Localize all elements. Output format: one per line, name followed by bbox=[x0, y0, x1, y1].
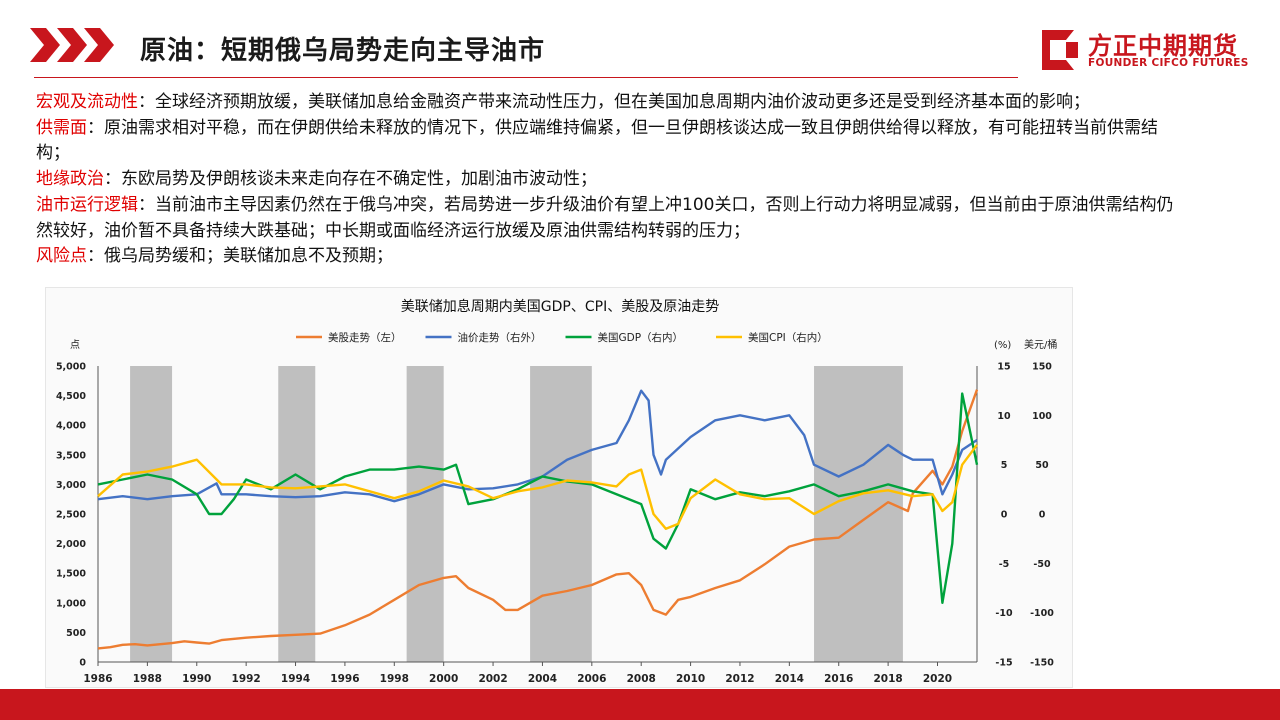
shaded-period-2 bbox=[406, 366, 444, 662]
company-logo: 方正中期期货 FOUNDER CIFCO FUTURES bbox=[1036, 26, 1260, 74]
x-tick-label: 1988 bbox=[133, 673, 162, 685]
series-line-3 bbox=[97, 444, 978, 530]
shaded-period-0 bbox=[130, 366, 173, 662]
paragraph-logic: 油市运行逻辑：当前油市主导因素仍然在于俄乌冲突，若局势进一步升级油价有望上冲10… bbox=[36, 193, 1176, 244]
body-text: 宏观及流动性：全球经济预期放缓，美联储加息给金融资产带来流动性压力，但在美国加息… bbox=[36, 90, 1176, 270]
keyword-macro: 宏观及流动性 bbox=[36, 92, 138, 112]
y-left-tick-label: 2,500 bbox=[56, 510, 86, 521]
x-tick-label: 2006 bbox=[577, 673, 606, 685]
y-right-inner-tick-label: -15 bbox=[995, 658, 1012, 669]
y-right-outer-tick-label: -150 bbox=[1030, 658, 1054, 669]
x-tick-label: 2014 bbox=[775, 673, 804, 685]
keyword-risk: 风险点 bbox=[36, 246, 87, 267]
paragraph-risk: 风险点：俄乌局势缓和；美联储加息不及预期； bbox=[36, 244, 1176, 270]
page-title: 原油：短期俄乌局势走向主导油市 bbox=[140, 36, 546, 66]
y-right-inner-tick-label: 10 bbox=[997, 411, 1011, 422]
keyword-geopolitics: 地缘政治 bbox=[36, 169, 104, 190]
y-left-tick-label: 500 bbox=[66, 628, 86, 639]
y-left-tick-label: 3,000 bbox=[56, 480, 86, 491]
y-right-outer-tick-label: -50 bbox=[1033, 559, 1051, 570]
header-rule bbox=[34, 77, 1018, 78]
text-geopolitics: ：东欧局势及伊朗核谈未来走向存在不确定性，加剧油市波动性； bbox=[104, 169, 597, 190]
paragraph-macro: 宏观及流动性：全球经济预期放缓，美联储加息给金融资产带来流动性压力，但在美国加息… bbox=[36, 90, 1176, 116]
text-logic: ：当前油市主导因素仍然在于俄乌冲突，若局势进一步升级油价有望上冲100关口，否则… bbox=[36, 194, 1174, 241]
y-left-tick-label: 4,500 bbox=[56, 391, 86, 402]
y-right-outer-tick-label: 100 bbox=[1032, 411, 1052, 422]
y-left-tick-label: 1,000 bbox=[56, 598, 86, 609]
text-risk: ：俄乌局势缓和；美联储加息不及预期； bbox=[87, 246, 393, 267]
x-tick-label: 2004 bbox=[528, 673, 557, 685]
y-right-inner-tick-label: -5 bbox=[999, 559, 1010, 570]
x-tick-label: 2002 bbox=[478, 673, 507, 685]
shaded-period-1 bbox=[278, 366, 316, 662]
right-outer-axis-unit: 美元/桶 bbox=[1024, 338, 1057, 351]
keyword-supply-demand: 供需面 bbox=[36, 117, 87, 138]
x-tick-label: 2018 bbox=[873, 673, 902, 685]
shaded-period-3 bbox=[530, 366, 592, 662]
series-line-2 bbox=[97, 392, 979, 604]
series-line-0 bbox=[97, 389, 979, 650]
x-tick-label: 2012 bbox=[725, 673, 754, 685]
legend-label-3: 美国CPI（右内） bbox=[748, 331, 828, 344]
legend-label-0: 美股走势（左） bbox=[328, 331, 402, 344]
x-tick-label: 1986 bbox=[83, 673, 112, 685]
x-tick-label: 2010 bbox=[676, 673, 705, 685]
x-tick-label: 2020 bbox=[923, 673, 952, 685]
y-right-outer-tick-label: 50 bbox=[1035, 460, 1049, 471]
logo-en: FOUNDER CIFCO FUTURES bbox=[1088, 57, 1249, 69]
y-right-outer-tick-label: 0 bbox=[1039, 510, 1046, 521]
y-right-outer-tick-label: -100 bbox=[1030, 608, 1054, 619]
logo-name: 方正中期期货 bbox=[1088, 32, 1238, 60]
left-axis-unit: 点 bbox=[70, 339, 80, 351]
legend-label-2: 美国GDP（右内） bbox=[598, 331, 684, 344]
x-tick-label: 2016 bbox=[824, 673, 853, 685]
x-tick-label: 2008 bbox=[627, 673, 656, 685]
y-right-outer-tick-label: 150 bbox=[1032, 362, 1052, 373]
keyword-logic: 油市运行逻辑 bbox=[36, 194, 138, 215]
x-tick-label: 1994 bbox=[281, 673, 310, 685]
y-left-tick-label: 1,500 bbox=[56, 569, 86, 580]
footer-bar bbox=[0, 689, 1280, 720]
x-tick-label: 1992 bbox=[232, 673, 261, 685]
x-tick-label: 2000 bbox=[429, 673, 458, 685]
paragraph-geopolitics: 地缘政治：东欧局势及伊朗核谈未来走向存在不确定性，加剧油市波动性； bbox=[36, 167, 1176, 193]
y-right-inner-tick-label: 15 bbox=[997, 362, 1010, 373]
y-left-tick-label: 0 bbox=[79, 658, 86, 669]
chevron-arrows-icon bbox=[30, 28, 114, 62]
y-right-inner-tick-label: 0 bbox=[1001, 510, 1008, 521]
y-left-tick-label: 5,000 bbox=[56, 362, 86, 373]
text-macro: ：全球经济预期放缓，美联储加息给金融资产带来流动性压力，但在美国加息周期内油价波… bbox=[138, 92, 1090, 112]
chart-title: 美联储加息周期内美国GDP、CPI、美股及原油走势 bbox=[401, 298, 719, 315]
paragraph-supply-demand: 供需面：原油需求相对平稳，而在伊朗供给未释放的情况下，供应端维持偏紧，但一旦伊朗… bbox=[36, 116, 1176, 167]
y-left-tick-label: 2,000 bbox=[56, 539, 86, 550]
x-tick-label: 1996 bbox=[330, 673, 359, 685]
logo-mark-icon bbox=[1042, 30, 1078, 70]
legend-label-1: 油价走势（右外） bbox=[458, 331, 542, 344]
y-left-tick-label: 4,000 bbox=[56, 421, 86, 432]
y-left-tick-label: 3,500 bbox=[56, 450, 86, 461]
chart-panel: 美联储加息周期内美国GDP、CPI、美股及原油走势美股走势（左） 油价走势（右外）… bbox=[45, 287, 1073, 688]
x-tick-label: 1990 bbox=[182, 673, 211, 685]
shaded-period-4 bbox=[814, 366, 903, 662]
right-inner-axis-unit: (%) bbox=[994, 340, 1011, 351]
series-line-1 bbox=[97, 389, 978, 503]
y-right-inner-tick-label: -10 bbox=[995, 608, 1013, 619]
y-right-inner-tick-label: 5 bbox=[1001, 460, 1008, 471]
text-supply-demand: ：原油需求相对平稳，而在伊朗供给未释放的情况下，供应端维持偏紧，但一旦伊朗核谈达… bbox=[36, 117, 1158, 164]
x-tick-label: 1998 bbox=[380, 673, 409, 685]
